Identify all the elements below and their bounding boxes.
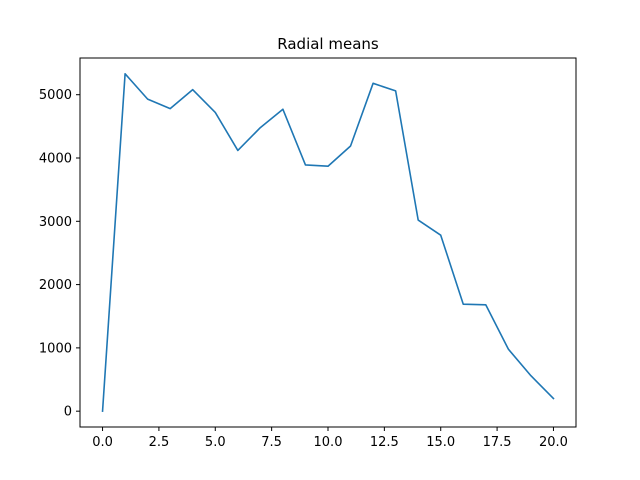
y-axis: 0 1000 2000 3000 4000 5000 <box>39 88 80 420</box>
x-tick-label: 15.0 <box>426 435 455 450</box>
x-tick-label: 20.0 <box>539 435 568 450</box>
y-tick-label: 4000 <box>39 152 72 167</box>
y-tick-label: 3000 <box>39 215 72 230</box>
x-tick-label: 17.5 <box>483 435 512 450</box>
y-tick-label: 2000 <box>39 278 72 293</box>
x-tick-label: 2.5 <box>149 435 170 450</box>
y-tick-label: 0 <box>64 405 72 420</box>
x-tick-label: 0.0 <box>92 435 113 450</box>
x-axis: 0.0 2.5 5.0 7.5 10.0 12.5 15.0 17.5 20.0 <box>92 427 568 450</box>
series-line <box>101 73 555 413</box>
x-tick-label: 5.0 <box>205 435 226 450</box>
x-tick-label: 7.5 <box>261 435 282 450</box>
plot-content <box>101 73 555 413</box>
x-tick-label: 12.5 <box>370 435 399 450</box>
x-tick-label: 10.0 <box>314 435 343 450</box>
y-tick-label: 1000 <box>39 341 72 356</box>
y-tick-label: 5000 <box>39 88 72 103</box>
chart-title: Radial means <box>277 35 379 53</box>
